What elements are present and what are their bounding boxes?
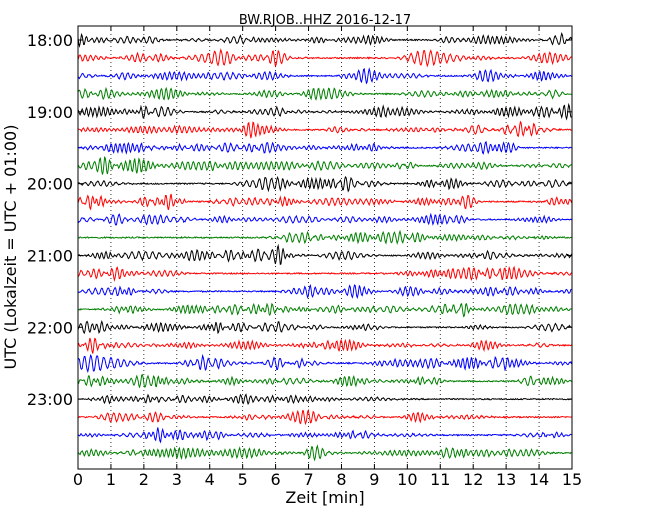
seismic-traces — [77, 31, 572, 462]
seismic-trace — [77, 229, 572, 245]
y-axis-label: UTC (Lokalzeit = UTC + 01:00) — [1, 125, 20, 370]
x-tick-label: 9 — [369, 470, 379, 489]
seismic-trace — [77, 156, 572, 175]
axis-ticks: 0 1 2 3 4 5 6 7 8 9 10 11 12 13 14 1518:0019:0020:0021:… — [27, 26, 582, 489]
x-tick-label: 15 — [562, 470, 582, 489]
seismic-trace — [77, 265, 572, 282]
seismic-trace — [77, 31, 572, 48]
seismic-trace — [77, 120, 572, 139]
x-tick-label: 2 — [139, 470, 149, 489]
seismic-trace — [77, 427, 572, 444]
seismic-trace — [77, 140, 572, 155]
x-tick-label: 3 — [172, 470, 182, 489]
seismic-trace — [77, 243, 572, 266]
seismic-trace — [77, 48, 572, 68]
x-tick-label: 8 — [336, 470, 346, 489]
chart-title: BW.RJOB..HHZ 2016-12-17 — [239, 13, 411, 28]
seismic-trace — [77, 102, 572, 121]
x-tick-label: 12 — [463, 470, 483, 489]
y-tick-label: 21:00 — [27, 246, 73, 265]
x-tick-label: 0 — [73, 470, 83, 489]
y-tick-label: 19:00 — [27, 103, 73, 122]
y-tick-label: 20:00 — [27, 175, 73, 194]
seismic-trace — [77, 408, 572, 426]
seismic-trace — [77, 283, 572, 300]
x-tick-label: 11 — [430, 470, 450, 489]
x-tick-label: 13 — [496, 470, 516, 489]
y-tick-label: 18:00 — [27, 31, 73, 50]
seismic-trace — [77, 393, 572, 406]
x-tick-label: 10 — [397, 470, 417, 489]
x-axis-label: Zeit [min] — [285, 488, 364, 507]
x-tick-label: 5 — [238, 470, 248, 489]
seismic-trace — [77, 175, 572, 193]
seismic-trace — [77, 337, 572, 354]
seismic-trace — [77, 212, 572, 226]
x-tick-label: 14 — [529, 470, 549, 489]
seismic-trace — [77, 193, 572, 211]
seismic-trace — [77, 302, 572, 318]
seismic-trace — [77, 67, 572, 85]
x-tick-label: 6 — [271, 470, 281, 489]
seismic-trace — [77, 373, 572, 389]
x-tick-label: 4 — [205, 470, 215, 489]
seismic-trace — [77, 444, 572, 462]
y-tick-label: 23:00 — [27, 390, 73, 409]
x-tick-label: 1 — [106, 470, 116, 489]
plot-frame — [77, 25, 573, 470]
x-tick-label: 7 — [303, 470, 313, 489]
y-tick-label: 22:00 — [27, 318, 73, 337]
seismic-trace — [77, 353, 572, 374]
seismic-trace — [77, 86, 572, 101]
seismic-trace — [77, 319, 572, 335]
